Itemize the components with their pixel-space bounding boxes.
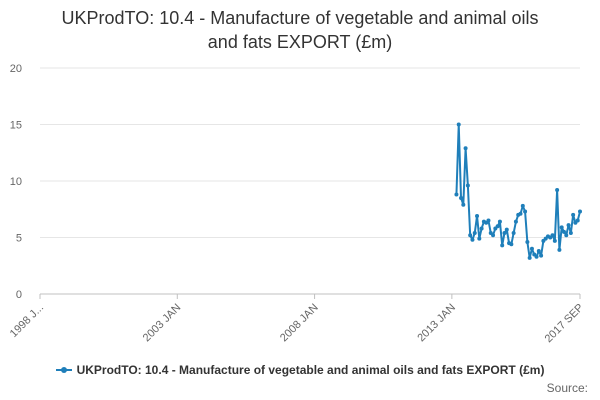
- legend-swatch: [55, 366, 72, 373]
- data-point[interactable]: [525, 240, 530, 245]
- x-tick-label: 2003 JAN: [141, 302, 184, 345]
- data-point[interactable]: [456, 122, 461, 127]
- data-point[interactable]: [575, 218, 580, 223]
- data-point[interactable]: [534, 254, 539, 259]
- data-point[interactable]: [472, 230, 477, 235]
- data-point[interactable]: [497, 219, 502, 224]
- x-tick-label: 2008 JAN: [278, 302, 321, 345]
- data-point[interactable]: [578, 209, 582, 214]
- data-point[interactable]: [513, 219, 518, 224]
- data-point[interactable]: [518, 211, 523, 216]
- data-point[interactable]: [568, 230, 573, 235]
- y-tick-label: 15: [10, 120, 22, 132]
- y-tick-label: 5: [16, 233, 22, 245]
- data-point[interactable]: [536, 249, 541, 254]
- legend[interactable]: UKProdTO: 10.4 - Manufacture of vegetabl…: [0, 363, 600, 377]
- data-point[interactable]: [511, 230, 516, 235]
- x-tick-label: 2017 SEP: [543, 302, 587, 346]
- data-point[interactable]: [475, 214, 480, 219]
- data-point[interactable]: [557, 247, 562, 252]
- data-point[interactable]: [559, 225, 564, 230]
- data-point[interactable]: [486, 218, 491, 223]
- data-point[interactable]: [561, 229, 566, 234]
- data-point[interactable]: [463, 146, 468, 151]
- axes: 0 5 10 15 20 1998 J... 2003 JAN 2008 JAN 2013 JA…: [8, 63, 586, 345]
- chart-title-line-2: and fats EXPORT (£m): [207, 32, 393, 52]
- data-point[interactable]: [552, 238, 557, 243]
- data-point[interactable]: [479, 226, 484, 231]
- y-tick-label: 20: [10, 63, 22, 75]
- data-point[interactable]: [504, 227, 509, 232]
- x-tick-label: 2013 JAN: [415, 302, 458, 345]
- data-point[interactable]: [465, 183, 470, 188]
- data-point[interactable]: [509, 242, 514, 247]
- x-tick-label: 1998 J...: [8, 302, 46, 340]
- gridlines: [40, 67, 580, 295]
- data-point[interactable]: [527, 255, 532, 260]
- data-point[interactable]: [555, 188, 560, 193]
- data-point[interactable]: [529, 246, 534, 251]
- source-label: Source:: [546, 381, 588, 395]
- data-point[interactable]: [468, 233, 473, 238]
- data-point[interactable]: [539, 253, 544, 258]
- data-point[interactable]: [571, 212, 576, 217]
- data-point[interactable]: [500, 243, 505, 248]
- data-point[interactable]: [461, 202, 466, 207]
- data-point[interactable]: [550, 233, 555, 238]
- data-point[interactable]: [495, 224, 500, 229]
- data-point[interactable]: [520, 203, 525, 208]
- data-point[interactable]: [523, 209, 528, 214]
- data-point[interactable]: [454, 192, 459, 197]
- legend-label: UKProdTO: 10.4 - Manufacture of vegetabl…: [76, 363, 545, 377]
- data-point[interactable]: [459, 195, 464, 200]
- y-tick-label: 0: [16, 289, 22, 301]
- chart-title: UKProdTO: 10.4 - Manufacture of vegetabl…: [0, 6, 600, 54]
- data-point[interactable]: [502, 230, 507, 235]
- y-tick-label: 10: [10, 176, 22, 188]
- chart-title-line-1: UKProdTO: 10.4 - Manufacture of vegetabl…: [61, 8, 539, 28]
- data-point[interactable]: [566, 223, 571, 228]
- data-point[interactable]: [564, 233, 569, 238]
- data-point[interactable]: [491, 233, 496, 238]
- series-layer: [454, 122, 582, 260]
- data-point[interactable]: [470, 237, 475, 242]
- data-point[interactable]: [477, 236, 482, 241]
